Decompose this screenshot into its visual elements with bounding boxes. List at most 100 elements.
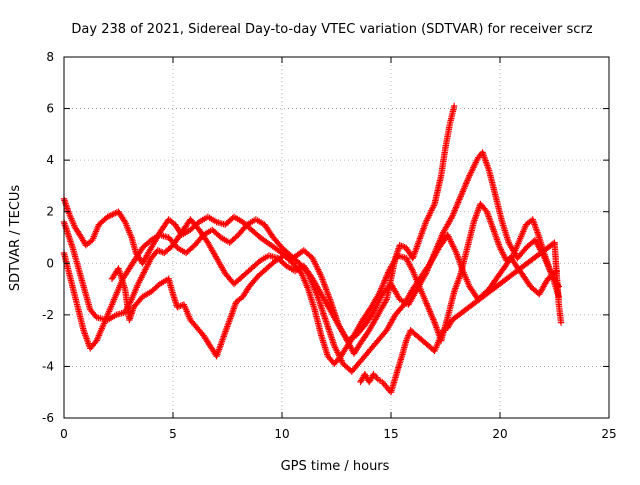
data-point-trail [127, 256, 139, 271]
data-point-trail [205, 241, 219, 260]
y-tick-label: -2 [42, 308, 54, 322]
data-point-trail [360, 305, 374, 322]
data-point-trail [170, 230, 184, 247]
data-point-trail [362, 310, 376, 327]
data-point-trail [449, 194, 464, 219]
data-point-trail [460, 269, 472, 288]
data-point-trail [388, 354, 405, 394]
data-point-trail [245, 217, 258, 227]
data-point-trail [135, 269, 147, 286]
data-point-trail [97, 215, 110, 227]
data-point-trail [367, 338, 380, 353]
data-point-trail [450, 240, 557, 323]
data-point-trail [351, 341, 363, 356]
data-point-trail [227, 300, 239, 322]
data-point-trail [254, 217, 266, 227]
y-axis-label: SDTVAR / TECUs [8, 185, 23, 292]
x-tick-label: 0 [60, 427, 68, 441]
data-point-trail [196, 228, 211, 245]
data-point-trail [332, 354, 343, 366]
data-point-trail [262, 222, 276, 240]
data-point-trail [249, 258, 262, 271]
data-point-trail [181, 303, 193, 322]
data-point-trail [445, 318, 455, 330]
data-point-trail [149, 232, 162, 243]
data-point-trail [445, 233, 459, 255]
data-point-trail [133, 246, 145, 260]
data-point-trail [318, 274, 333, 301]
data-point-trail [84, 238, 94, 248]
data-point-trail [314, 292, 329, 322]
data-point-trail [94, 323, 106, 343]
data-point-trail [88, 339, 99, 350]
data-point-trail [184, 243, 197, 255]
data-point-trail [384, 313, 398, 332]
data-point-trail [107, 292, 119, 312]
data-point-trail [458, 246, 471, 276]
data-point-trail [524, 217, 535, 227]
y-tick-label: 2 [46, 205, 54, 219]
data-point-trail [536, 277, 551, 296]
data-point-trail [258, 253, 271, 263]
data-point-trail [290, 261, 304, 276]
data-point-trail [553, 272, 562, 306]
series-fragments [357, 239, 565, 396]
data-point-trail [140, 238, 153, 250]
data-point-trail [369, 290, 383, 309]
data-point-trail [162, 243, 175, 255]
data-point-trail [376, 328, 389, 343]
y-tick-label: 4 [46, 153, 54, 167]
data-point-trail [106, 312, 118, 323]
data-point-trail [386, 253, 400, 273]
data-point-trail [442, 122, 453, 149]
data-point-trail [492, 194, 505, 224]
x-tick-label: 15 [383, 427, 398, 441]
data-point-trail [89, 223, 102, 242]
chart-title: Day 238 of 2021, Sidereal Day-to-day VTE… [71, 22, 592, 37]
y-tick-label: 8 [46, 50, 54, 64]
data-point-trail [299, 272, 311, 291]
data-point-trail [305, 287, 318, 312]
data-point-trail [480, 150, 492, 172]
data-point-trail [284, 263, 297, 274]
data-point-trail [366, 313, 381, 332]
data-point-trail [197, 214, 210, 225]
data-point-trail [551, 241, 560, 276]
data-point-trail [210, 227, 223, 240]
data-point-trail [175, 302, 186, 310]
data-point-trail [384, 385, 393, 394]
data-point-trail [74, 303, 87, 332]
data-point-trail [78, 277, 93, 312]
data-point-trail [371, 372, 380, 381]
data-point-trail [188, 217, 202, 232]
data-point-trail [318, 334, 331, 358]
axis-ticks: 0 5 10 15 20 25 -6 -4 -2 0 2 4 6 8 [42, 50, 617, 441]
plot-frame [63, 56, 610, 419]
data-point-trail [72, 225, 84, 240]
data-point-trail [499, 220, 512, 245]
x-tick-label: 10 [274, 427, 289, 441]
data-point-trail [249, 227, 262, 240]
data-point-trail [122, 220, 135, 239]
data-point-trail [349, 359, 363, 374]
data-point-trail [398, 242, 408, 251]
data-point-trail [206, 214, 219, 225]
y-tick-label: -4 [42, 359, 54, 373]
series-track-4 [108, 200, 563, 368]
data-point-trail [451, 272, 464, 294]
data-point-trail [156, 247, 166, 256]
data-point-trail [519, 271, 533, 289]
data-point-trail [436, 328, 446, 343]
data-point-trail [410, 238, 422, 260]
data-points [60, 102, 565, 396]
data-point-trail [338, 344, 350, 358]
data-point-trail [301, 264, 315, 281]
data-point-trail [232, 214, 245, 225]
data-point-trail [380, 380, 389, 389]
data-point-trail [530, 217, 542, 240]
data-point-trail [282, 253, 295, 266]
data-point-trail [115, 267, 128, 291]
data-point-trail [478, 202, 489, 214]
data-point-trail [510, 238, 523, 257]
